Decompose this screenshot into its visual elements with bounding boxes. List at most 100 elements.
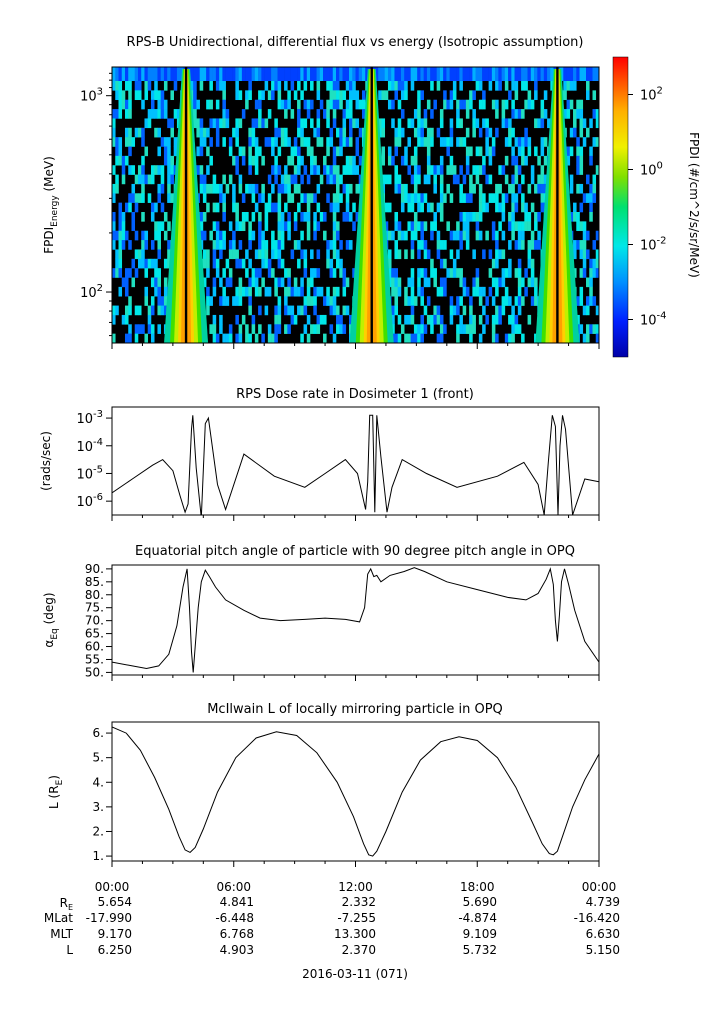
spectrogram-cell [446, 99, 450, 110]
spectrogram-cell [410, 81, 415, 91]
spectrogram-cell [439, 258, 444, 269]
spectrogram-cell [196, 146, 200, 157]
spectrogram-cell [313, 286, 317, 297]
spectrogram-cell [413, 193, 418, 203]
spectrogram-cell [339, 268, 343, 278]
spectrogram-cell [199, 212, 204, 222]
spectrogram-cell [495, 305, 499, 316]
spectrogram-cell [332, 202, 337, 213]
spectrogram-cell [160, 165, 165, 175]
spectrogram-cell [144, 81, 149, 91]
spectrogram-cell [118, 137, 123, 147]
spectrogram-cell [144, 240, 149, 250]
spectrogram-cell [361, 99, 366, 110]
spectrogram-cell [384, 90, 389, 101]
spectrogram-cell [319, 212, 324, 222]
spectrogram-cell [316, 67, 321, 81]
spectrogram-cell [131, 221, 136, 232]
spectrogram-cell [404, 81, 408, 91]
spectrogram-cell [306, 137, 311, 147]
spectrogram-cell [501, 118, 506, 129]
spectrogram-cell [400, 193, 405, 203]
spectrogram-cell [202, 174, 207, 185]
spectrogram-cell [491, 324, 496, 334]
spectrogram-cell [537, 155, 541, 166]
spectrogram-cell [258, 249, 262, 260]
spectrogram-cell [222, 212, 226, 222]
spectrogram-cell [417, 165, 421, 175]
spectrogram-cell [534, 146, 538, 157]
spectrogram-cell [394, 183, 399, 194]
spectrogram-cell [387, 249, 392, 260]
spectrogram-cell [267, 137, 272, 147]
spectrogram-cell [157, 240, 161, 250]
spectrogram-cell [495, 183, 499, 194]
spectrogram-cell [271, 67, 275, 81]
spectrogram-cell [573, 249, 577, 260]
spectrogram-cell [219, 277, 223, 288]
spectrogram-cell [345, 165, 350, 175]
spectrogram-cell [465, 212, 470, 222]
spectrogram-cell [433, 314, 437, 325]
spectrogram-cell [189, 67, 194, 81]
spectrogram-cell [274, 155, 278, 166]
spectrogram-cell [310, 81, 314, 91]
spectrogram-cell [206, 202, 210, 213]
spectrogram-cell [303, 212, 308, 222]
spectrogram-cell [271, 183, 275, 194]
spectrogram-cell [238, 90, 243, 101]
spectrogram-cell [147, 109, 152, 119]
spectrogram-cell [530, 174, 535, 185]
spectrogram-cell [511, 127, 515, 138]
spectrogram-cell [469, 333, 473, 343]
spectrogram-cell [144, 296, 149, 306]
spectrogram-cell [280, 258, 285, 269]
spectrogram-cell [128, 127, 132, 138]
spectrogram-cell [261, 333, 265, 343]
spectrogram-cell [297, 118, 301, 129]
spectrogram-cell [595, 305, 599, 316]
spectrogram-cell [485, 67, 489, 81]
spectrogram-cell [579, 286, 584, 297]
spectrogram-cell [508, 221, 512, 232]
spectrogram-cell [469, 90, 473, 101]
spectrogram-cell [245, 183, 249, 194]
spectrogram-cell [439, 286, 444, 297]
spectrogram-cell [147, 118, 152, 129]
spectrogram-cell [491, 258, 496, 269]
spectrogram-cell [206, 99, 210, 110]
spectrogram-cell [433, 174, 437, 185]
spectrogram-cell [352, 118, 356, 129]
ephemeris-l-1: 4.903 [220, 943, 254, 957]
spectrogram-cell [433, 277, 437, 288]
spectrogram-cell [157, 249, 161, 260]
spectrogram-cell [131, 212, 136, 222]
spectrogram-cell [517, 146, 522, 157]
spectrogram-cell [397, 286, 402, 297]
spectrogram-cell [595, 324, 599, 334]
spectrogram-cell [267, 268, 272, 278]
spectrogram-cell [212, 202, 217, 213]
spectrogram-cell [527, 99, 532, 110]
spectrogram-cell [241, 109, 246, 119]
spectrogram-cell [394, 165, 399, 175]
spectrogram-cell [118, 146, 123, 157]
spectrogram-cell [349, 81, 353, 91]
spectrogram-cell [381, 90, 386, 101]
spectrogram-cell [410, 193, 415, 203]
spectrogram-cell [245, 333, 249, 343]
spectrogram-cell [222, 90, 226, 101]
spectrogram-cell [258, 221, 262, 232]
spectrogram-cell [407, 165, 411, 175]
spectrogram-cell [495, 127, 499, 138]
spectrogram-cell [504, 137, 509, 147]
spectrogram-cell [121, 230, 126, 241]
spectrogram-cell [332, 333, 337, 343]
spectrogram-cell [144, 90, 149, 101]
spectrogram-cell [115, 81, 119, 91]
spectrogram-cell [167, 221, 171, 232]
spectrogram-cell [387, 258, 392, 269]
spectrogram-cell [456, 109, 460, 119]
ephemeris-mlt-1: 6.768 [220, 927, 254, 941]
spectrogram-cell [137, 193, 142, 203]
